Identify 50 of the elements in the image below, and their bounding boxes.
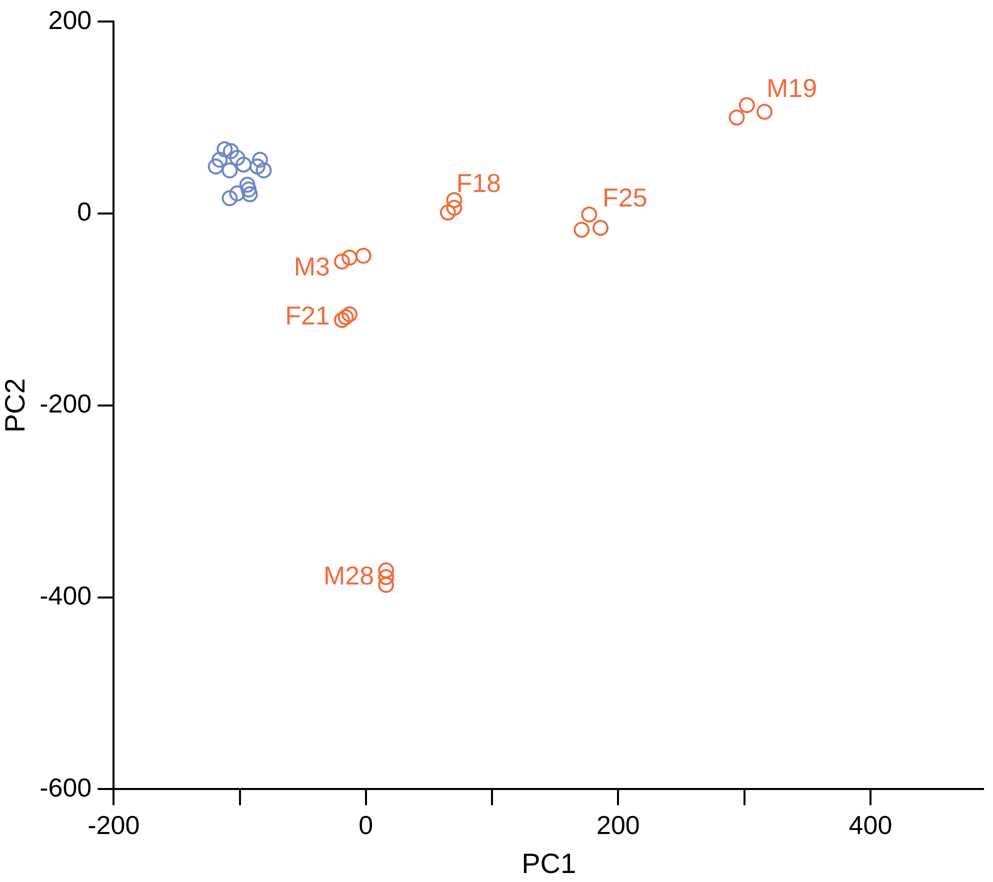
y-tick-label: 200 [48,4,92,35]
point [338,309,354,326]
point [229,185,246,202]
point [256,162,272,178]
x-tick-label: 0 [358,810,374,840]
y-tick-label: -600 [40,772,92,802]
point [592,220,609,236]
point [212,152,228,168]
point [574,222,590,238]
point [342,306,358,322]
y-tick-label: -200 [40,388,92,419]
point [378,576,394,593]
series-label: F18 [456,168,502,198]
point [342,250,358,266]
point [334,312,350,328]
point [355,248,372,264]
point [446,192,462,208]
series-label: M19 [766,73,818,104]
point [378,562,394,578]
point [229,150,246,166]
point [581,206,598,222]
point [378,569,394,586]
point [216,141,233,158]
point [236,156,252,173]
series-label: M3 [294,251,330,282]
y-tick-label: 0 [77,196,92,227]
series-label: F21 [285,300,330,330]
point [334,253,350,270]
series-label: M28 [324,560,374,591]
point [242,186,258,202]
point [249,158,266,174]
x-tick-label: -200 [88,810,140,840]
point [756,104,773,120]
point [252,152,268,168]
point [222,162,238,178]
point [208,158,224,174]
y-tick-label: -400 [40,580,92,610]
y-axis-title: PC2 [0,378,31,433]
point [222,143,239,160]
point [738,97,755,114]
point [728,110,745,126]
point [440,204,456,221]
x-tick-label: 200 [596,810,640,840]
x-tick-label: 400 [848,810,892,840]
x-axis-title: PC1 [522,848,576,879]
point [239,176,256,193]
point [446,200,462,216]
series-label: F25 [602,182,648,213]
point [240,182,257,198]
point [222,190,238,206]
